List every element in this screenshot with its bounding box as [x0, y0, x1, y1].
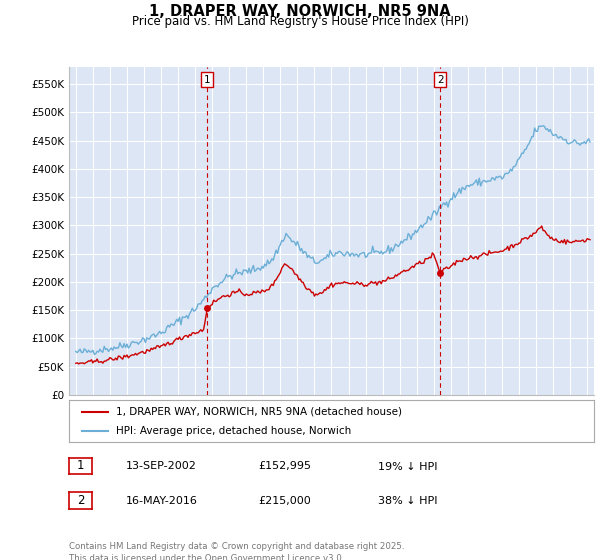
Text: 1: 1 — [204, 74, 211, 85]
Text: £152,995: £152,995 — [258, 461, 311, 472]
Text: Price paid vs. HM Land Registry's House Price Index (HPI): Price paid vs. HM Land Registry's House … — [131, 15, 469, 28]
Text: 1, DRAPER WAY, NORWICH, NR5 9NA: 1, DRAPER WAY, NORWICH, NR5 9NA — [149, 4, 451, 20]
Text: 13-SEP-2002: 13-SEP-2002 — [126, 461, 197, 472]
Text: 16-MAY-2016: 16-MAY-2016 — [126, 496, 198, 506]
Text: 38% ↓ HPI: 38% ↓ HPI — [378, 496, 437, 506]
Text: 1: 1 — [77, 459, 84, 473]
Text: 2: 2 — [437, 74, 443, 85]
Text: HPI: Average price, detached house, Norwich: HPI: Average price, detached house, Norw… — [116, 426, 352, 436]
Text: 1, DRAPER WAY, NORWICH, NR5 9NA (detached house): 1, DRAPER WAY, NORWICH, NR5 9NA (detache… — [116, 407, 402, 417]
Text: £215,000: £215,000 — [258, 496, 311, 506]
Text: Contains HM Land Registry data © Crown copyright and database right 2025.
This d: Contains HM Land Registry data © Crown c… — [69, 542, 404, 560]
Text: 19% ↓ HPI: 19% ↓ HPI — [378, 461, 437, 472]
Text: 2: 2 — [77, 494, 84, 507]
